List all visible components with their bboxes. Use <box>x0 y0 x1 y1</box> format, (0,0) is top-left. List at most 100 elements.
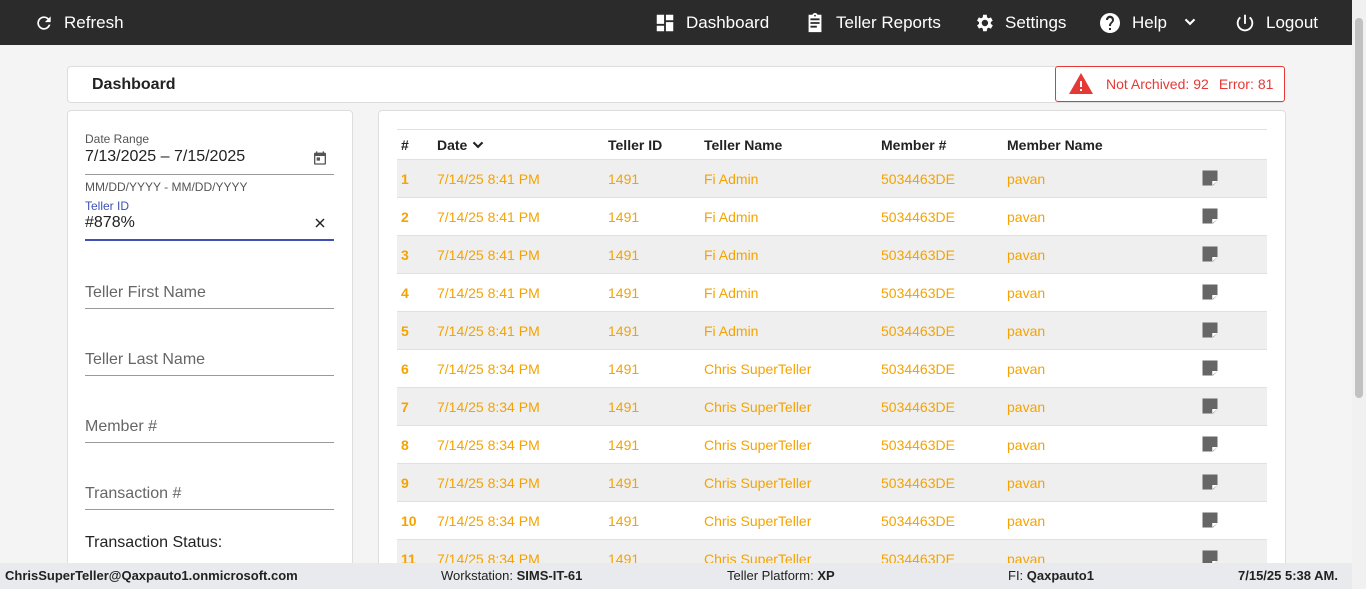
note-icon[interactable] <box>1201 207 1219 225</box>
table-cell: Chris SuperTeller <box>704 474 812 491</box>
table-cell: Chris SuperTeller <box>704 436 812 453</box>
date-range-field[interactable]: Date Range 7/13/2025 – 7/15/2025 MM/DD/Y… <box>85 132 334 194</box>
table-row[interactable]: 1 7/14/25 8:41 PM 1491 Fi Admin 5034463DE pav… <box>397 160 1267 198</box>
workstation-label: Workstation: <box>441 568 514 583</box>
date-hint: MM/DD/YYYY - MM/DD/YYYY <box>85 180 248 194</box>
table-row[interactable]: 7 7/14/25 8:34 PM 1491 Chris SuperTeller 503… <box>397 388 1267 426</box>
table-cell: 7/14/25 8:34 PM <box>437 512 540 529</box>
table-row[interactable]: 4 7/14/25 8:41 PM 1491 Fi Admin 5034463DE pav… <box>397 274 1267 312</box>
teller-id-field[interactable]: Teller ID #878% <box>85 199 334 241</box>
note-icon[interactable] <box>1201 359 1219 377</box>
table-cell: Fi Admin <box>704 246 759 263</box>
teller-id-label: Teller ID <box>85 199 130 213</box>
table-cell: 5034463DE <box>881 208 955 225</box>
platform-value: XP <box>817 568 835 583</box>
error-count: 81 <box>1257 76 1274 92</box>
table-cell: 7/14/25 8:34 PM <box>437 550 540 567</box>
table-cell: 10 <box>401 512 417 529</box>
table-cell: Chris SuperTeller <box>704 360 812 377</box>
refresh-button[interactable]: Refresh <box>34 0 124 45</box>
table-row[interactable]: 3 7/14/25 8:41 PM 1491 Fi Admin 5034463DE pav… <box>397 236 1267 274</box>
table-cell: 6 <box>401 360 409 377</box>
table-cell: 7 <box>401 398 409 415</box>
table-cell: 7/14/25 8:34 PM <box>437 360 540 377</box>
note-icon[interactable] <box>1201 511 1219 529</box>
table-cell: 1 <box>401 170 409 187</box>
logout-icon <box>1236 14 1254 31</box>
table-header: # Date Teller ID Teller Name Member # Member … <box>397 129 1267 160</box>
scroll-thumb[interactable] <box>1355 18 1363 398</box>
note-icon[interactable] <box>1201 397 1219 415</box>
table-cell: 5034463DE <box>881 360 955 377</box>
note-icon[interactable] <box>1201 473 1219 491</box>
logout-label: Logout <box>1266 12 1318 32</box>
table-cell: 7/14/25 8:34 PM <box>437 436 540 453</box>
logout-link[interactable]: Logout <box>1234 0 1318 45</box>
column-header: Member # <box>881 136 947 153</box>
note-icon[interactable] <box>1201 435 1219 453</box>
teller-last-name-input[interactable]: Teller Last Name <box>85 351 334 376</box>
column-header: Teller Name <box>704 136 783 153</box>
settings-label: Settings <box>1005 12 1067 32</box>
teller-reports-link[interactable]: Teller Reports <box>804 0 941 45</box>
dashboard-link[interactable]: Dashboard <box>654 0 769 45</box>
clear-icon[interactable] <box>314 217 326 229</box>
table-row[interactable]: 10 7/14/25 8:34 PM 1491 Chris SuperTeller 50… <box>397 502 1267 540</box>
calendar-icon[interactable] <box>312 150 328 166</box>
transaction-number-input[interactable]: Transaction # <box>85 485 334 510</box>
teller-first-name-input[interactable]: Teller First Name <box>85 284 334 309</box>
datetime: 7/15/25 5:38 AM. <box>1238 568 1338 583</box>
table-cell: 7/14/25 8:41 PM <box>437 170 540 187</box>
table-cell: Chris SuperTeller <box>704 512 812 529</box>
status-bar: ChrisSuperTeller@Qaxpauto1.onmicrosoft.c… <box>0 563 1352 589</box>
note-icon[interactable] <box>1201 321 1219 339</box>
table-cell: 8 <box>401 436 409 453</box>
table-cell: Fi Admin <box>704 284 759 301</box>
table-cell: 5034463DE <box>881 550 955 567</box>
fi-value: Qaxpauto1 <box>1026 568 1094 583</box>
column-header: Member Name <box>1007 136 1103 153</box>
teller-id-input[interactable]: #878% <box>85 213 334 241</box>
scrollbar[interactable] <box>1352 0 1366 589</box>
table-cell: 2 <box>401 208 409 225</box>
table-cell: Chris SuperTeller <box>704 550 812 567</box>
workstation-value: SIMS-IT-61 <box>516 568 583 583</box>
warning-icon <box>1069 73 1093 94</box>
table-cell: 5 <box>401 322 409 339</box>
note-icon[interactable] <box>1201 169 1219 187</box>
transactions-table: # Date Teller ID Teller Name Member # Member … <box>378 110 1286 580</box>
table-cell: pavan <box>1007 550 1046 567</box>
settings-link[interactable]: Settings <box>973 0 1066 45</box>
table-row[interactable]: 5 7/14/25 8:41 PM 1491 Fi Admin 5034463DE pav… <box>397 312 1267 350</box>
member-number-input[interactable]: Member # <box>85 418 334 443</box>
table-cell: pavan <box>1007 208 1046 225</box>
note-icon[interactable] <box>1201 245 1219 263</box>
date-range-input[interactable]: 7/13/2025 – 7/15/2025 <box>85 146 334 175</box>
table-cell: pavan <box>1007 246 1046 263</box>
table-cell: 1491 <box>608 170 640 187</box>
table-row[interactable]: 8 7/14/25 8:34 PM 1491 Chris SuperTeller 503… <box>397 426 1267 464</box>
table-cell: pavan <box>1007 170 1046 187</box>
teller-reports-label: Teller Reports <box>836 12 941 32</box>
column-header[interactable]: Date <box>437 137 484 153</box>
platform-label: Teller Platform: <box>727 568 814 583</box>
date-range-label: Date Range <box>85 132 150 146</box>
dashboard-icon <box>656 14 674 31</box>
not-archived-label: Not Archived: <box>1106 76 1190 92</box>
reports-icon <box>808 12 822 32</box>
transaction-status-label: Transaction Status: <box>85 534 223 551</box>
table-cell: 1491 <box>608 284 640 301</box>
table-row[interactable]: 2 7/14/25 8:41 PM 1491 Fi Admin 5034463DE pav… <box>397 198 1267 236</box>
sort-icon[interactable] <box>471 139 485 153</box>
archive-alert[interactable]: Not Archived: 92 Error: 81 <box>1055 66 1285 102</box>
table-cell: pavan <box>1007 360 1046 377</box>
table-cell: 1491 <box>608 398 640 415</box>
table-cell: Fi Admin <box>704 170 759 187</box>
table-row[interactable]: 9 7/14/25 8:34 PM 1491 Chris SuperTeller 503… <box>397 464 1267 502</box>
table-row[interactable]: 6 7/14/25 8:34 PM 1491 Chris SuperTeller 503… <box>397 350 1267 388</box>
chevron-icon <box>1184 18 1196 25</box>
table-cell: 1491 <box>608 246 640 263</box>
note-icon[interactable] <box>1201 283 1219 301</box>
help-menu[interactable]: Help <box>1098 0 1197 45</box>
